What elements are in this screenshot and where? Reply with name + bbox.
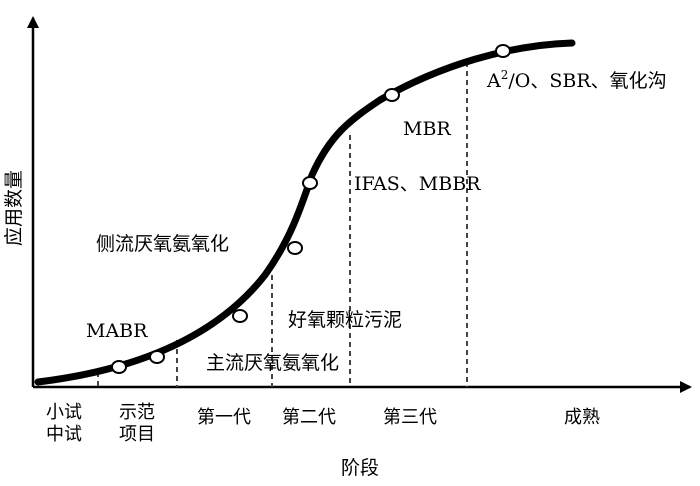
stage-label-demo-line-2: 项目 (119, 424, 155, 445)
label-mabr: MABR (86, 320, 148, 342)
stage-label-third-gen: 第三代 (383, 407, 437, 428)
marker-mainstream-anammox (232, 309, 248, 323)
marker-mabr-1 (111, 360, 127, 374)
label-mainstream-anammox: 主流厌氧氨氧化 (206, 352, 339, 374)
marker-ifas-mbbr (302, 176, 318, 190)
label-sidestream-anammox: 侧流厌氧氨氧化 (96, 233, 229, 255)
marker-mabr-2 (149, 350, 165, 364)
stage-label-first-gen: 第一代 (197, 407, 251, 428)
label-aerobic-granular-sludge: 好氧颗粒污泥 (288, 309, 402, 331)
stage-label-mature: 成熟 (564, 407, 600, 428)
stage-label-pilot-line-2: 中试 (46, 424, 82, 445)
stage-label-second-gen: 第二代 (282, 407, 336, 428)
y-axis-title: 应用数量 (3, 170, 25, 246)
marker-sidestream-anammox (287, 241, 303, 255)
label-a2o-sbr-oxidation-ditch: A2/O、SBR、氧化沟 (486, 68, 667, 92)
s-curve (34, 39, 576, 386)
stage-label-pilot-line-1: 小试 (46, 402, 82, 423)
label-mbr: MBR (403, 118, 451, 140)
label-ifas-mbbr: IFAS、MBBR (354, 173, 481, 195)
x-axis-title: 阶段 (341, 457, 379, 479)
stage-label-demo-line-1: 示范 (119, 402, 155, 423)
marker-mbr (384, 88, 400, 102)
marker-a2o (495, 44, 511, 58)
